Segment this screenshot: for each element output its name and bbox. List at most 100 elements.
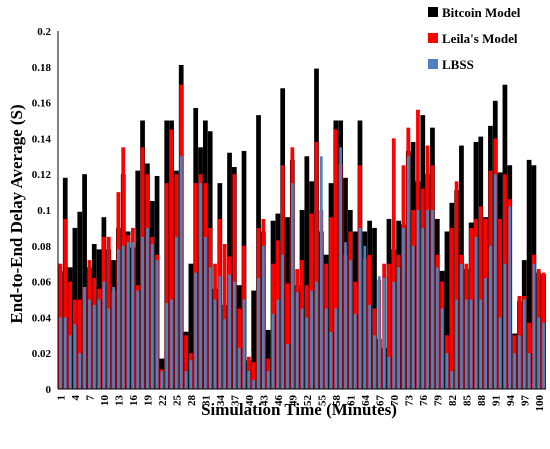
lbss-bar — [421, 227, 425, 389]
y-tick-label: 0.08 — [32, 241, 52, 253]
x-tick-label: 49 — [287, 395, 299, 407]
lbss-bar — [348, 260, 352, 389]
lbss-bar — [179, 156, 183, 389]
x-tick-label: 43 — [258, 395, 270, 407]
lbss-bar — [460, 263, 463, 389]
bitcoin-bar — [526, 159, 532, 389]
lbss-bar — [184, 371, 188, 389]
x-tick-label: 46 — [273, 395, 285, 407]
lbss-bar — [411, 245, 415, 389]
lbss-bar — [131, 242, 135, 389]
x-tick-label: 40 — [244, 395, 256, 407]
x-tick-label: 100 — [534, 395, 546, 412]
legend-swatch — [428, 7, 438, 17]
lbss-bar — [141, 236, 144, 389]
legend-swatch — [428, 33, 438, 43]
leila-bar — [222, 244, 227, 389]
lbss-bar — [455, 299, 458, 389]
lbss-bar — [474, 236, 478, 389]
x-tick-label: 79 — [432, 395, 444, 407]
lbss-bar — [377, 276, 381, 389]
lbss-bar — [324, 308, 328, 389]
lbss-bar — [165, 303, 169, 389]
x-tick-label: 19 — [142, 395, 154, 407]
y-tick-label: 0.04 — [32, 312, 52, 324]
lbss-bar — [440, 308, 444, 389]
lbss-bar — [218, 276, 222, 389]
bitcoin-bar — [304, 156, 310, 389]
leila-bar — [454, 181, 459, 389]
x-tick-label: 7 — [84, 395, 96, 401]
legend-swatch — [428, 59, 438, 69]
lbss-bar — [435, 267, 439, 389]
lbss-bar — [416, 210, 420, 389]
lbss-bar — [112, 286, 115, 389]
x-tick-label: 28 — [186, 395, 198, 407]
lbss-bar — [155, 260, 159, 389]
lbss-bar — [503, 263, 507, 389]
bitcoin-bar — [444, 231, 450, 389]
lbss-bar — [117, 249, 120, 389]
leila-bar — [333, 129, 338, 389]
lbss-bar — [300, 308, 304, 389]
leila-bar — [498, 218, 502, 389]
lbss-bar — [261, 245, 265, 389]
x-tick-label: 82 — [447, 395, 459, 407]
lbss-bar — [242, 299, 246, 389]
lbss-bar — [445, 353, 449, 389]
legend-label: LBSS — [442, 57, 474, 72]
lbss-bar — [513, 353, 516, 389]
lbss-bar — [464, 299, 468, 389]
x-tick-label: 61 — [345, 395, 357, 406]
lbss-bar — [247, 371, 251, 389]
bitcoin-bar — [82, 174, 87, 389]
lbss-bar — [276, 299, 280, 389]
lbss-bar — [271, 313, 275, 389]
x-tick-label: 16 — [128, 395, 140, 407]
lbss-bar — [73, 324, 77, 389]
lbss-bar — [63, 317, 67, 389]
y-tick-label: 0.06 — [32, 277, 52, 289]
bitcoin-bar — [251, 290, 257, 389]
leila-bar — [285, 283, 290, 389]
lbss-bar — [329, 331, 333, 389]
leila-bar — [169, 129, 174, 389]
lbss-bar — [382, 278, 386, 389]
leila-bar — [314, 141, 319, 389]
lbss-bar — [368, 304, 371, 389]
lbss-bar — [387, 356, 391, 389]
x-tick-label: 34 — [215, 395, 227, 407]
x-tick-label: 52 — [302, 395, 314, 407]
lbss-bar — [252, 380, 256, 389]
legend-label: Bitcoin Model — [442, 5, 521, 20]
x-tick-label: 1 — [55, 395, 67, 401]
lbss-bar — [286, 344, 289, 389]
lbss-bar — [59, 317, 62, 389]
x-tick-label: 76 — [418, 395, 430, 407]
lbss-bar — [431, 210, 434, 389]
x-axis-ticks: 1 4 7 10 13 16 19 22 25 28 31 34 37 40 43 46 49 52 55 58 61 6… — [55, 395, 545, 412]
lbss-bar — [484, 278, 487, 389]
lbss-bar — [537, 317, 541, 389]
lbss-bar — [83, 286, 86, 389]
lbss-bar — [175, 236, 178, 389]
x-tick-label: 25 — [171, 395, 183, 407]
legend: Bitcoin Model Leila's Model LBSS — [428, 5, 521, 72]
lbss-bar — [208, 267, 212, 389]
y-tick-label: 0.02 — [32, 348, 52, 360]
lbss-bar — [518, 335, 521, 389]
lbss-bar — [233, 281, 236, 389]
lbss-bar — [373, 335, 376, 389]
lbss-bar — [237, 347, 241, 389]
lbss-bar — [136, 290, 140, 389]
lbss-bar — [213, 299, 217, 389]
lbss-bar — [228, 274, 231, 389]
x-tick-label: 10 — [99, 395, 111, 407]
lbss-bar — [406, 156, 410, 389]
x-tick-label: 97 — [519, 395, 531, 407]
lbss-bar — [189, 360, 193, 389]
lbss-bar — [92, 304, 96, 389]
x-tick-label: 73 — [403, 395, 415, 407]
y-tick-label: 0 — [46, 384, 52, 396]
